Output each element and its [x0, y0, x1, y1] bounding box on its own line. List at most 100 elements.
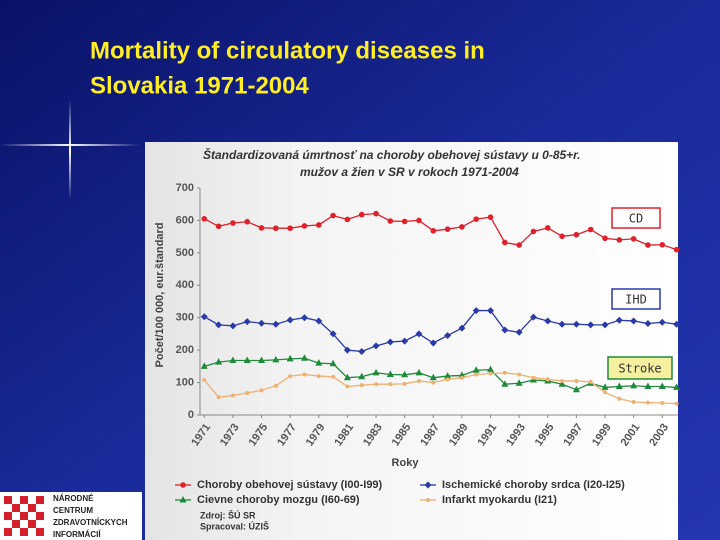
series [201, 210, 680, 253]
marker [215, 358, 223, 365]
slide-title: Mortality of circulatory diseases in [90, 37, 485, 64]
y-tick-label: 500 [176, 247, 194, 259]
y-tick-label: 0 [188, 409, 194, 421]
marker [673, 320, 681, 328]
series [202, 370, 679, 406]
marker [386, 370, 394, 377]
marker [630, 236, 637, 242]
marker [315, 317, 323, 325]
marker [401, 337, 409, 345]
marker [230, 393, 235, 398]
marker [458, 371, 466, 378]
marker [673, 383, 681, 390]
marker [588, 379, 593, 384]
marker [572, 385, 580, 393]
marker [430, 228, 437, 234]
marker [359, 383, 364, 388]
marker [243, 356, 251, 364]
marker [531, 375, 536, 380]
marker [331, 374, 336, 379]
marker [644, 382, 652, 389]
marker [615, 382, 623, 389]
marker [273, 383, 278, 388]
line [203, 372, 677, 405]
marker [516, 242, 522, 248]
y-tick-label: 100 [176, 376, 194, 388]
marker [444, 226, 451, 232]
line [204, 357, 677, 391]
marker [272, 320, 280, 328]
decor-vertical [69, 100, 71, 200]
x-axis-label: Roky [392, 457, 420, 469]
marker [601, 383, 609, 390]
marker [426, 498, 430, 502]
y-tick-label: 400 [176, 279, 194, 291]
marker [287, 225, 293, 232]
marker [601, 321, 609, 329]
marker [401, 218, 408, 225]
marker [245, 390, 250, 395]
marker [644, 320, 652, 328]
marker [617, 396, 622, 401]
marker [517, 372, 522, 377]
legend-label: Cievne choroby mozgu (I60-69) [197, 494, 360, 506]
marker [344, 216, 351, 223]
marker [574, 378, 579, 383]
marker [372, 368, 380, 376]
marker [315, 359, 323, 366]
marker [444, 372, 452, 379]
marker [558, 320, 566, 328]
marker [202, 377, 207, 382]
marker [329, 330, 337, 338]
marker [603, 390, 608, 395]
annotation-box [611, 207, 661, 229]
marker [200, 313, 208, 321]
chart-title: Štandardizovaná úmrtnosť na choroby obeh… [203, 147, 581, 162]
y-tick-label: 300 [176, 312, 194, 324]
marker [659, 241, 666, 248]
marker [502, 370, 507, 375]
marker [572, 320, 580, 328]
marker [259, 388, 264, 393]
marker [288, 374, 293, 379]
marker [630, 381, 638, 389]
source: Spracoval: ÚZIŠ [200, 520, 269, 531]
marker [530, 228, 537, 235]
marker [415, 368, 423, 376]
annotation: Stroke [618, 362, 661, 376]
legend-label: Infarkt myokardu (I21) [442, 494, 557, 506]
marker [300, 354, 308, 361]
marker [402, 381, 407, 386]
marker [473, 216, 480, 222]
marker [674, 401, 679, 406]
marker [587, 321, 595, 329]
marker [300, 314, 308, 322]
marker [658, 382, 666, 389]
chart-title: mužov a žien v SR v rokoch 1971-2004 [300, 165, 519, 179]
marker [386, 338, 394, 346]
marker [472, 307, 480, 315]
marker [345, 384, 350, 389]
marker [258, 356, 266, 364]
marker [616, 237, 623, 243]
marker [229, 322, 237, 330]
marker [343, 346, 351, 354]
marker [645, 400, 650, 405]
slide-title: Slovakia 1971-2004 [90, 72, 309, 99]
logo-text: ZDRAVOTNÍCKYCH [53, 518, 128, 527]
marker [474, 372, 479, 377]
marker [301, 223, 308, 229]
source: Zdroj: ŠÚ SR [200, 509, 256, 520]
marker [429, 373, 437, 381]
marker [658, 318, 666, 326]
marker [587, 226, 594, 233]
marker [244, 218, 251, 225]
marker [544, 225, 551, 231]
chart-panel [145, 142, 678, 540]
marker [179, 496, 187, 503]
marker [459, 375, 464, 380]
marker [258, 319, 266, 327]
marker [487, 214, 494, 220]
marker [302, 372, 307, 377]
logo: NÁRODNÉ CENTRUM ZDRAVOTNÍCKYCH INFORMÁCI… [0, 492, 142, 540]
